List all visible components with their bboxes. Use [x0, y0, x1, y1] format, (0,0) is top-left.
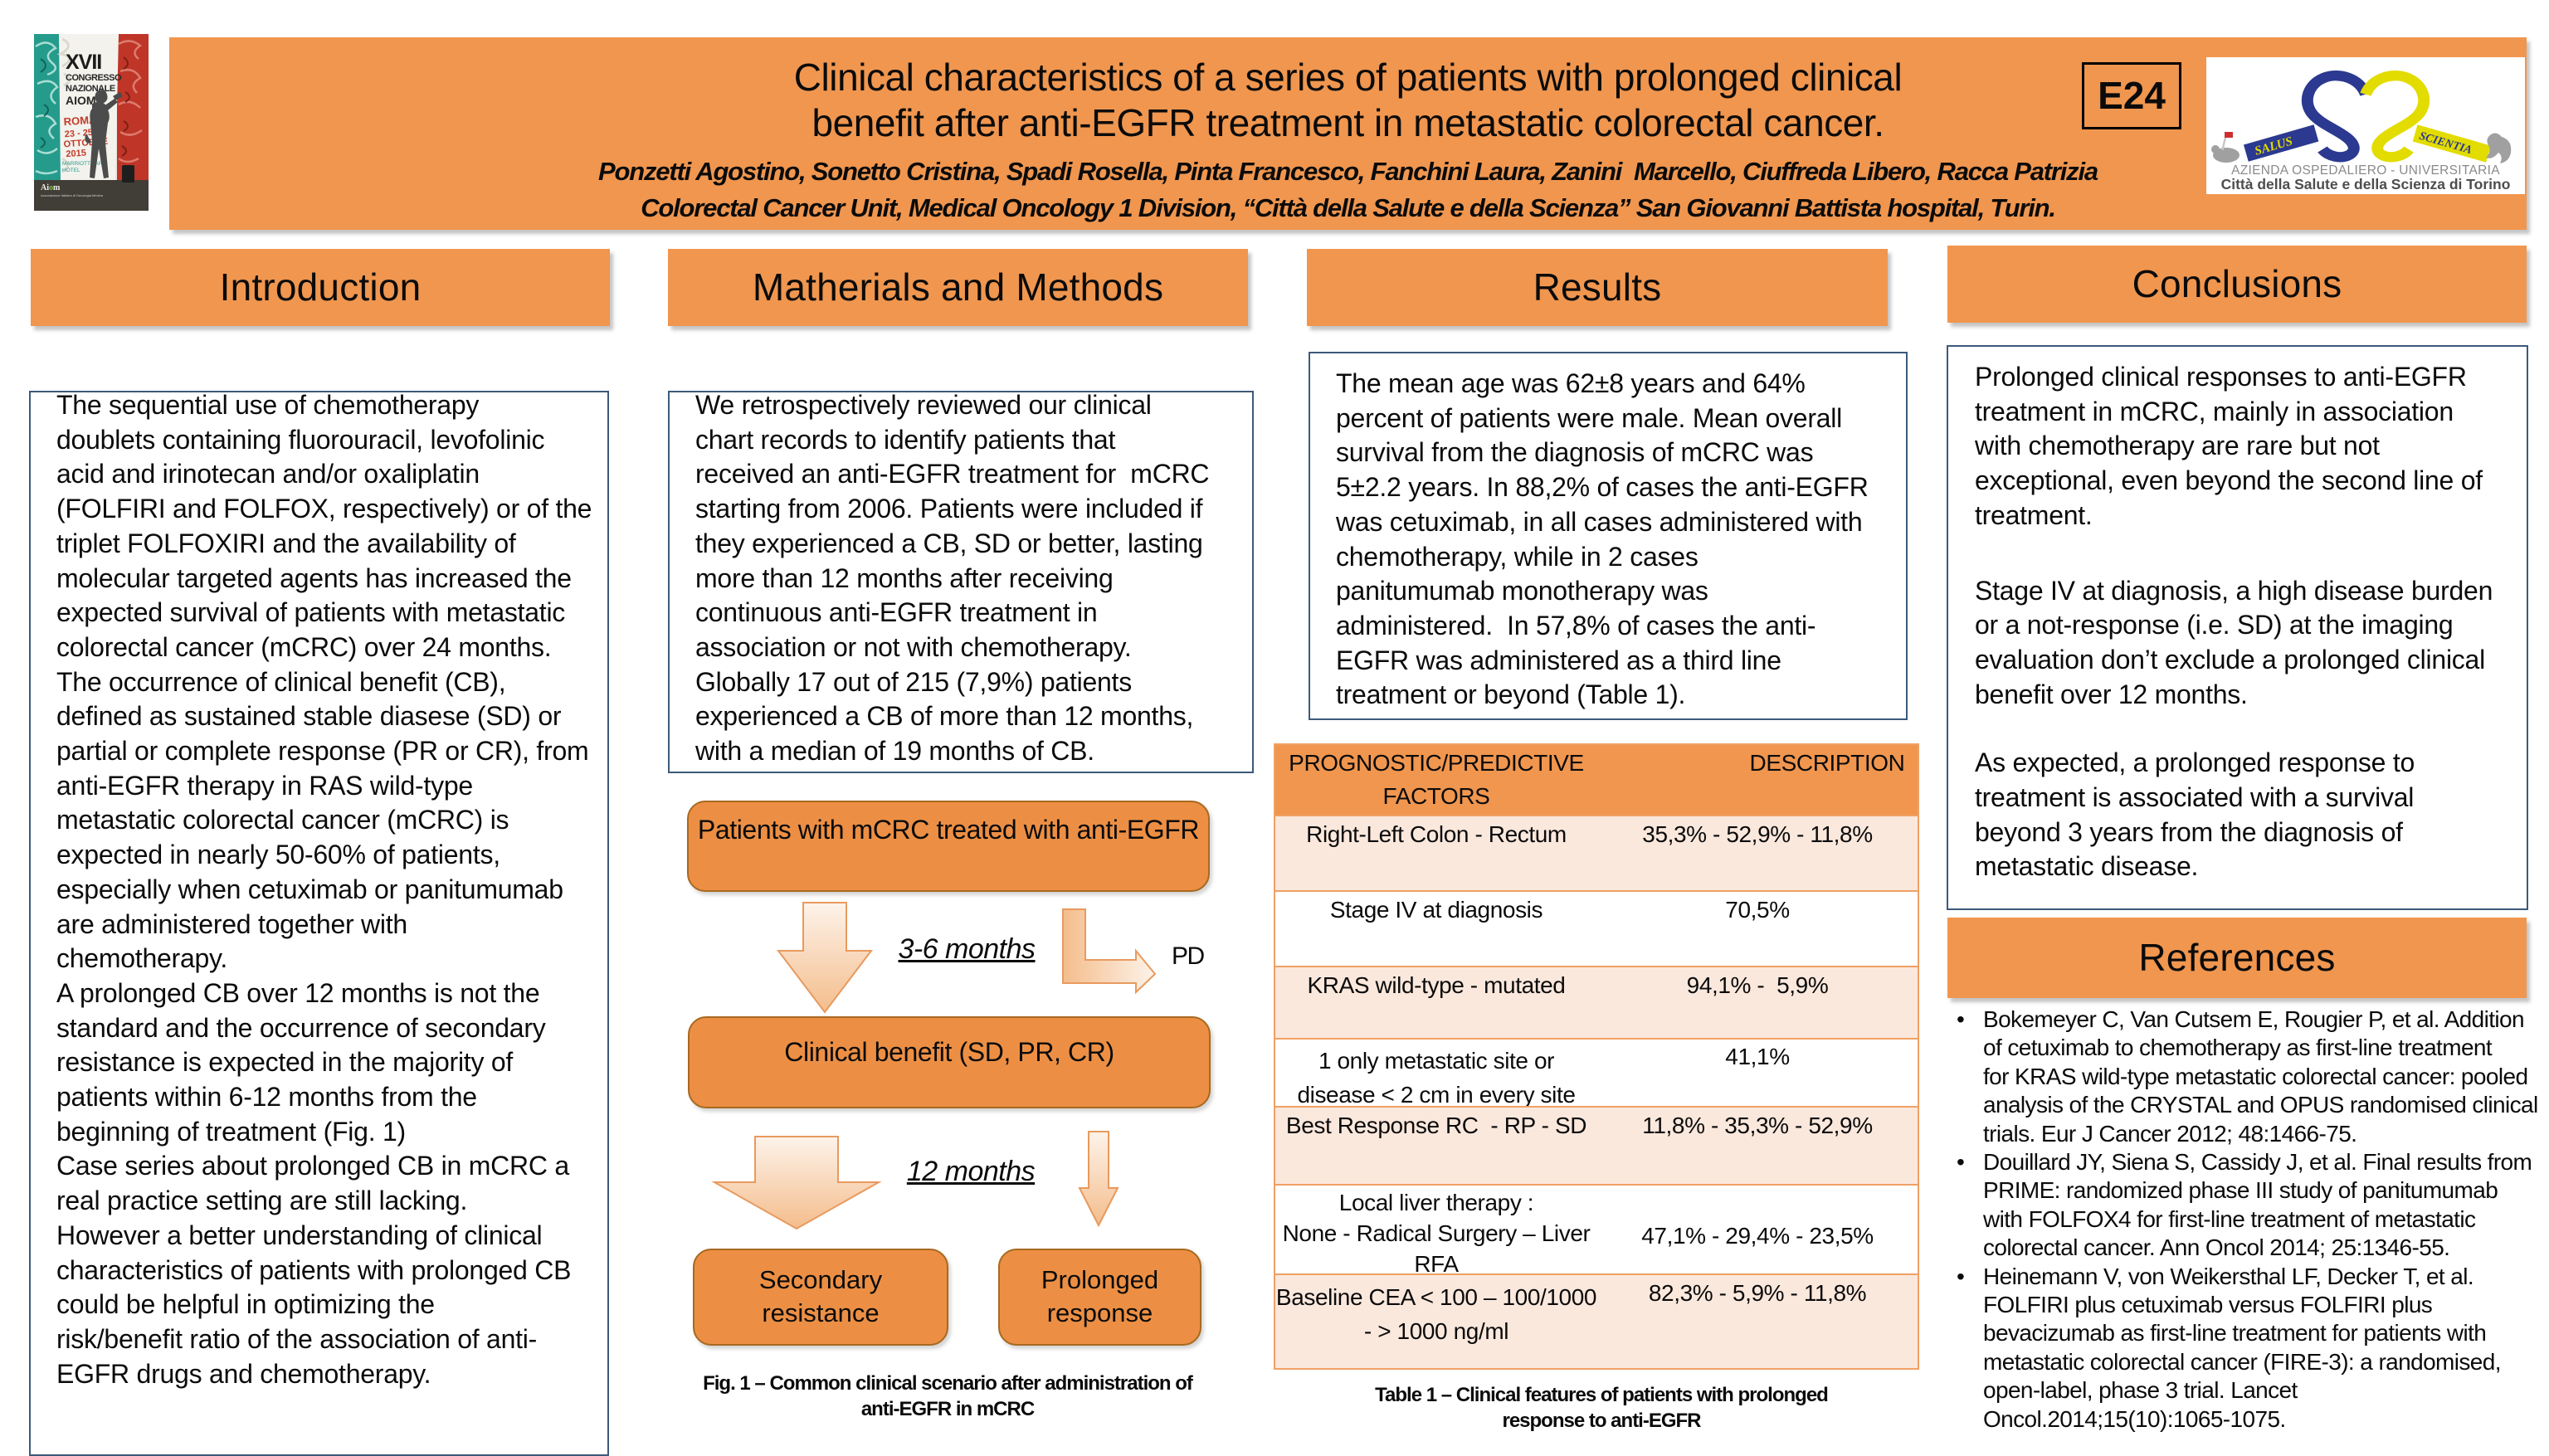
- svg-text:XVII: XVII: [66, 51, 101, 74]
- svg-text:MARRIOTT PARK: MARRIOTT PARK: [62, 161, 107, 167]
- svg-text:CONGRESSO: CONGRESSO: [66, 73, 122, 83]
- svg-text:AIOM: AIOM: [66, 94, 96, 107]
- svg-text:ROMA: ROMA: [63, 113, 97, 128]
- svg-text:2015: 2015: [66, 149, 86, 160]
- svg-text:Associazione Italiana di Oncol: Associazione Italiana di Oncologia Medic…: [41, 193, 104, 197]
- svg-text:NAZIONALE: NAZIONALE: [66, 84, 115, 94]
- svg-text:HOTEL: HOTEL: [62, 168, 80, 173]
- svg-text:Città della Salute e della Sci: Città della Salute e della Scienza di To…: [2221, 176, 2511, 192]
- svg-text:AZIENDA OSPEDALIERO - UNIVERSI: AZIENDA OSPEDALIERO - UNIVERSITARIA: [2231, 163, 2500, 178]
- svg-text:Aiom: Aiom: [41, 183, 61, 192]
